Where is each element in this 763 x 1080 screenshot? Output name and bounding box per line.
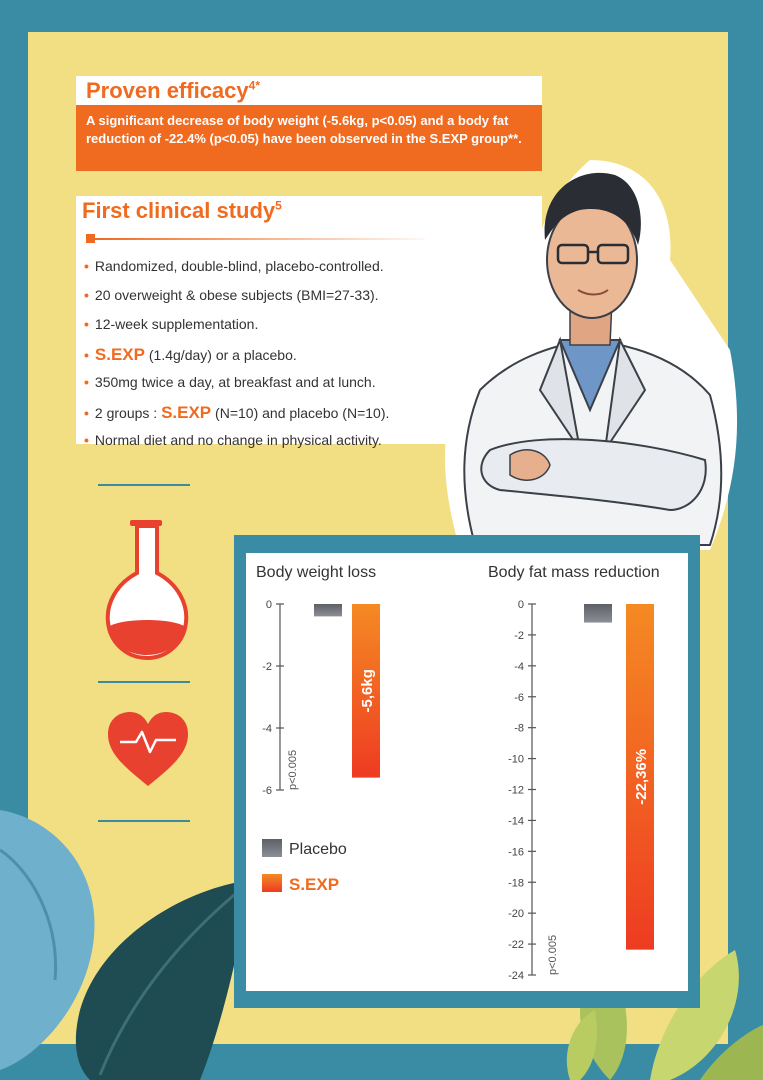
study-item-prefix: 2 groups : — [94, 405, 162, 421]
p-value-annotation: p<0.005 — [547, 935, 559, 975]
y-tick-label: -2 — [514, 630, 524, 642]
divider-square — [86, 234, 95, 243]
chart-area: Placebo S.EXP Body weight loss 0 -2 -4 -6 -5,… — [256, 564, 660, 982]
brand-name: S.EXP — [94, 345, 145, 364]
efficacy-header: Proven efficacy4* — [76, 76, 542, 105]
y-tick-label: -20 — [508, 908, 524, 920]
study-item-text: (1.4g/day) or a placebo. — [145, 347, 297, 363]
study-item-text: 12-week supplementation. — [94, 316, 259, 332]
study-list-item: • 2 groups : S.EXP (N=10) and placebo (N=… — [84, 403, 389, 432]
data-label: -22,36% — [633, 749, 650, 805]
study-list-item: • S.EXP (1.4g/day) or a placebo. — [84, 345, 389, 374]
flask-icon — [105, 520, 189, 661]
study-list-item: • Randomized, double-blind, placebo-contr… — [84, 258, 389, 287]
y-tick-label: 0 — [518, 599, 524, 611]
legend-swatch-placebo — [262, 839, 282, 857]
study-list-item: • Normal diet and no change in physical a… — [84, 432, 389, 461]
y-tick-label: -22 — [508, 939, 524, 951]
y-tick-label: -10 — [508, 754, 524, 766]
divider-line — [95, 238, 425, 240]
bullet-icon: • — [84, 316, 89, 332]
bar-placebo — [584, 604, 612, 623]
bullet-icon: • — [84, 347, 89, 363]
p-value-annotation: p<0.005 — [287, 750, 299, 790]
y-tick-label: -4 — [514, 661, 524, 673]
bullet-icon: • — [84, 405, 89, 421]
y-tick-label: -24 — [508, 970, 524, 982]
bar-sexp — [352, 604, 380, 778]
y-tick-label: -6 — [514, 692, 524, 704]
y-tick-label: -14 — [508, 815, 524, 827]
study-item-text: 20 overweight & obese subjects (BMI=27-3… — [94, 287, 379, 303]
y-tick-label: -12 — [508, 785, 524, 797]
y-tick-label: -4 — [262, 723, 272, 735]
heart-pulse-icon — [108, 712, 188, 786]
study-item-text: Randomized, double-blind, placebo-contro… — [94, 258, 384, 274]
legend-label-sexp: S.EXP — [289, 875, 339, 894]
study-list-item: • 20 overweight & obese subjects (BMI=27-… — [84, 287, 389, 316]
bullet-icon: • — [84, 287, 89, 303]
divider-line — [98, 484, 190, 486]
study-list-item: • 350mg twice a day, at breakfast and at … — [84, 374, 389, 403]
legend-swatch-sexp — [262, 874, 282, 892]
data-label: -5,6kg — [359, 669, 376, 712]
efficacy-title: Proven efficacy4* — [86, 78, 260, 103]
bar-placebo — [314, 604, 342, 617]
chart-title: Body fat mass reduction — [488, 564, 660, 581]
study-list-item: • 12-week supplementation. — [84, 316, 389, 345]
study-list: • Randomized, double-blind, placebo-contr… — [84, 258, 389, 461]
y-tick-label: -16 — [508, 846, 524, 858]
brand-name: S.EXP — [161, 403, 212, 422]
efficacy-text: A significant decrease of body weight (-… — [86, 113, 522, 146]
divider-line — [98, 820, 190, 822]
study-item-text: 350mg twice a day, at breakfast and at l… — [94, 374, 376, 390]
bullet-icon: • — [84, 258, 89, 274]
chart-title: Body weight loss — [256, 564, 376, 581]
efficacy-box: A significant decrease of body weight (-… — [76, 105, 542, 171]
doctor-illustration — [445, 160, 738, 550]
chart-panel — [246, 553, 688, 991]
study-item-text: (N=10) and placebo (N=10). — [211, 405, 390, 421]
bar-sexp — [626, 604, 654, 950]
leaf-icon — [0, 810, 250, 1080]
bullet-icon: • — [84, 374, 89, 390]
y-tick-label: -6 — [262, 785, 272, 797]
study-item-text: Normal diet and no change in physical ac… — [94, 432, 382, 448]
study-title: First clinical study5 — [82, 198, 282, 223]
y-tick-label: -8 — [514, 723, 524, 735]
divider-line — [98, 681, 190, 683]
y-tick-label: 0 — [266, 599, 272, 611]
legend-label-placebo: Placebo — [289, 841, 347, 858]
y-tick-label: -18 — [508, 877, 524, 889]
y-tick-label: -2 — [262, 661, 272, 673]
bullet-icon: • — [84, 432, 89, 448]
